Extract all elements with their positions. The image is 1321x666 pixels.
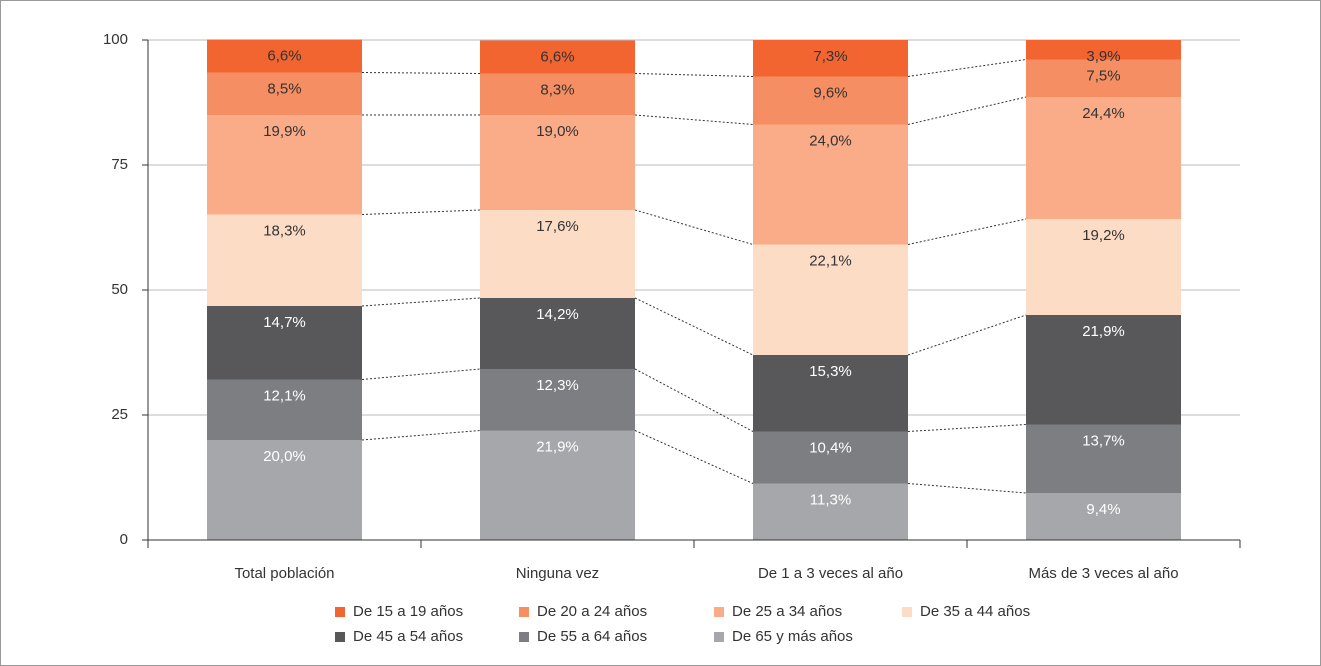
legend-label: De 20 a 24 años — [537, 603, 647, 620]
value-label: 14,2% — [536, 306, 579, 323]
bar-segment — [1026, 219, 1181, 315]
value-label: 17,6% — [536, 218, 579, 235]
y-tick-label: 100 — [103, 31, 128, 48]
y-tick-label: 75 — [111, 156, 128, 173]
value-label: 9,6% — [813, 84, 847, 101]
bar-segment — [207, 115, 362, 215]
value-label: 19,2% — [1082, 227, 1125, 244]
value-label: 21,9% — [1082, 323, 1125, 340]
legend-label: De 35 a 44 años — [920, 603, 1030, 620]
connector-line — [907, 96, 1027, 125]
bar-segment — [1026, 59, 1181, 97]
value-label: 12,1% — [263, 387, 306, 404]
bar-segment — [480, 298, 635, 369]
x-tick-label: Total población — [234, 565, 334, 582]
connector-line — [634, 209, 754, 245]
legend-swatch — [335, 607, 345, 617]
bar-segment — [207, 379, 362, 440]
bar-segment — [753, 244, 908, 355]
value-label: 18,3% — [263, 222, 306, 239]
bar-segment — [480, 115, 635, 210]
legend-swatch — [519, 632, 529, 642]
bar-segment — [207, 72, 362, 115]
bar-segment — [207, 214, 362, 306]
value-label: 6,6% — [267, 47, 301, 64]
legend-swatch — [335, 632, 345, 642]
value-label: 7,5% — [1086, 67, 1120, 84]
x-tick-label: De 1 a 3 veces al año — [758, 565, 903, 582]
bar-segment — [753, 431, 908, 484]
bar-segment — [480, 40, 635, 74]
connector-line — [634, 297, 754, 356]
value-label: 11,3% — [810, 491, 851, 508]
value-label: 3,9% — [1086, 48, 1120, 65]
legend-swatch — [714, 607, 724, 617]
bar-segment — [753, 124, 908, 245]
legend-swatch — [519, 607, 529, 617]
value-label: 24,4% — [1082, 105, 1125, 122]
value-label: 14,7% — [263, 314, 306, 331]
bar-segment — [480, 369, 635, 431]
bar-segment — [1026, 493, 1181, 540]
value-label: 8,3% — [540, 81, 574, 98]
value-label: 19,0% — [536, 123, 579, 140]
value-label: 9,4% — [1086, 501, 1120, 518]
bar-segment — [480, 430, 635, 540]
bar-segment — [753, 355, 908, 432]
bar-segment — [207, 306, 362, 380]
value-label: 24,0% — [809, 132, 852, 149]
value-label: 22,1% — [809, 252, 852, 269]
bar-segment — [753, 40, 908, 77]
y-tick-label: 50 — [111, 281, 128, 298]
bar-segment — [207, 440, 362, 540]
bar-segment — [1026, 40, 1181, 60]
bar-segment — [480, 73, 635, 115]
legend-swatch — [902, 607, 912, 617]
value-label: 15,3% — [809, 363, 852, 380]
bar-segment — [1026, 424, 1181, 493]
value-label: 8,5% — [267, 80, 301, 97]
connector-line — [634, 430, 754, 484]
legend-label: De 45 a 54 años — [353, 628, 463, 645]
connector-line — [907, 314, 1027, 356]
value-label: 20,0% — [263, 448, 306, 465]
value-label: 7,3% — [813, 48, 847, 65]
legend-label: De 25 a 34 años — [732, 603, 842, 620]
bar-segment — [1026, 315, 1181, 425]
bar-segment — [207, 39, 362, 73]
value-label: 13,7% — [1082, 432, 1125, 449]
connector-line — [907, 218, 1027, 245]
bar-segment — [753, 76, 908, 125]
value-label: 12,3% — [536, 377, 579, 394]
bar-segment — [1026, 97, 1181, 219]
value-label: 19,9% — [263, 123, 306, 140]
legend-label: De 55 a 64 años — [537, 628, 647, 645]
legend-label: De 65 y más años — [732, 628, 853, 645]
value-label: 21,9% — [536, 438, 579, 455]
x-tick-label: Ninguna vez — [516, 565, 599, 582]
bar-segment — [753, 483, 908, 540]
y-tick-label: 0 — [120, 531, 128, 548]
bar-segment — [480, 210, 635, 298]
x-tick-label: Más de 3 veces al año — [1028, 565, 1178, 582]
y-tick-label: 25 — [111, 406, 128, 423]
legend-swatch — [714, 632, 724, 642]
value-label: 10,4% — [809, 439, 852, 456]
legend-label: De 15 a 19 años — [353, 603, 463, 620]
value-label: 6,6% — [540, 48, 574, 65]
